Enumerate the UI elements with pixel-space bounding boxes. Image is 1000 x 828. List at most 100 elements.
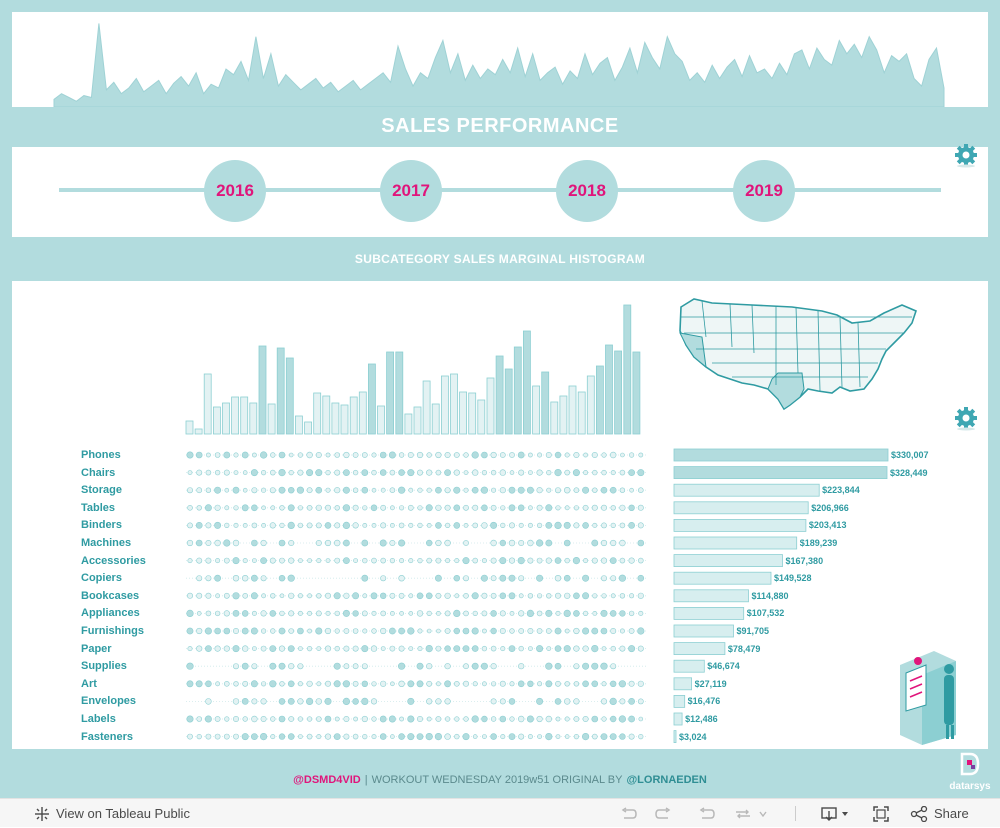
dot-mark (251, 504, 258, 512)
dot-mark (389, 469, 396, 476)
dashboard: SALES PERFORMANCE 2016 2017 2018 2019 SU… (0, 0, 1000, 798)
footer-handle-2[interactable]: @LORNAEDEN (626, 774, 707, 786)
dot-mark (610, 663, 617, 670)
dot-mark (380, 557, 386, 564)
atm-illustration (900, 651, 956, 745)
category-label[interactable]: Supplies (81, 660, 127, 673)
category-label[interactable]: Machines (81, 537, 132, 549)
dot-mark (600, 627, 608, 635)
dot-mark (342, 521, 350, 529)
dot-mark (343, 715, 350, 722)
dot-mark (186, 715, 194, 723)
year-button-2019[interactable]: 2019 (733, 160, 795, 222)
dot-mark (609, 557, 617, 564)
dot-mark (600, 609, 608, 617)
dot-mark (379, 539, 387, 547)
year-button-2016[interactable]: 2016 (204, 160, 266, 222)
dot-mark (629, 487, 634, 493)
dot-mark (252, 558, 257, 563)
dot-mark (214, 504, 221, 511)
dot-mark (380, 575, 387, 582)
category-label[interactable]: Tables (81, 501, 116, 514)
dot-mark (518, 663, 525, 670)
dot-mark (619, 733, 626, 740)
category-label[interactable]: Fasteners (81, 730, 133, 743)
download-icon[interactable] (820, 799, 852, 828)
dot-mark (325, 592, 332, 599)
dot-mark (453, 575, 460, 582)
dot-mark (223, 733, 230, 740)
dot-mark (509, 610, 515, 616)
dot-mark (518, 540, 525, 547)
dot-mark (425, 733, 433, 741)
histogram-bar (605, 344, 613, 435)
redo-icon[interactable] (654, 799, 672, 828)
fullscreen-icon[interactable] (873, 799, 889, 828)
dot-mark (342, 539, 350, 547)
gear-icon[interactable] (953, 142, 979, 168)
dot-mark (499, 610, 506, 617)
dot-mark (582, 504, 589, 511)
share-button[interactable]: Share (910, 799, 969, 828)
dot-mark (481, 610, 488, 617)
category-label[interactable]: Art (81, 677, 97, 690)
category-label[interactable]: Envelopes (81, 695, 137, 708)
dot-mark (398, 680, 405, 688)
dot-mark (270, 469, 276, 476)
category-label[interactable]: Appliances (81, 607, 140, 620)
dot-mark (517, 486, 525, 494)
dot-mark (481, 504, 488, 512)
dot-mark (196, 716, 203, 722)
dot-mark (399, 716, 404, 722)
dot-mark (278, 469, 286, 477)
category-label[interactable]: Binders (81, 519, 122, 532)
category-label[interactable]: Phones (81, 449, 121, 461)
dot-mark (601, 716, 607, 722)
undo-icon[interactable] (620, 799, 638, 828)
dot-mark (288, 470, 294, 476)
dot-mark (453, 681, 460, 687)
dot-mark (196, 645, 203, 652)
dot-mark (563, 521, 571, 529)
dot-mark (619, 557, 626, 564)
dot-mark (499, 715, 507, 723)
category-label[interactable]: Accessories (81, 554, 146, 567)
histogram-bar (249, 402, 258, 435)
gear-icon[interactable] (953, 405, 979, 431)
refresh-icon[interactable] (734, 799, 768, 828)
category-label[interactable]: Paper (81, 642, 112, 655)
dot-mark (445, 716, 451, 722)
sales-bar (673, 536, 798, 550)
year-button-2018[interactable]: 2018 (556, 160, 618, 222)
view-on-tableau-link[interactable]: View on Tableau Public (34, 799, 190, 828)
sales-value-label: $149,528 (773, 573, 812, 584)
category-label[interactable]: Copiers (81, 572, 122, 585)
revert-icon[interactable] (698, 799, 716, 828)
category-label[interactable]: Storage (81, 484, 122, 497)
category-label[interactable]: Chairs (81, 466, 116, 479)
category-label[interactable]: Bookcases (81, 589, 140, 602)
dot-mark (204, 715, 212, 723)
sales-value-label: $328,449 (889, 467, 928, 478)
dot-mark (417, 505, 423, 511)
dot-mark (398, 575, 405, 582)
dot-mark (499, 680, 506, 687)
dot-mark (407, 504, 414, 511)
dot-mark (546, 646, 552, 651)
dot-mark (251, 539, 258, 547)
dot-mark (343, 663, 350, 670)
dot-mark (261, 593, 266, 599)
histogram-bar (313, 392, 322, 435)
dot-mark (279, 557, 285, 564)
dot-mark (380, 646, 386, 651)
dot-mark (224, 522, 230, 528)
year-button-2017[interactable]: 2017 (380, 160, 442, 222)
dot-mark (610, 522, 616, 528)
dot-mark (601, 452, 607, 458)
category-label[interactable]: Labels (81, 713, 116, 725)
dot-mark (389, 540, 396, 547)
dot-mark (260, 698, 267, 705)
category-label[interactable]: Furnishings (81, 625, 144, 637)
us-map[interactable] (672, 293, 922, 418)
footer-handle-1[interactable]: @DSMD4VID (293, 774, 361, 786)
